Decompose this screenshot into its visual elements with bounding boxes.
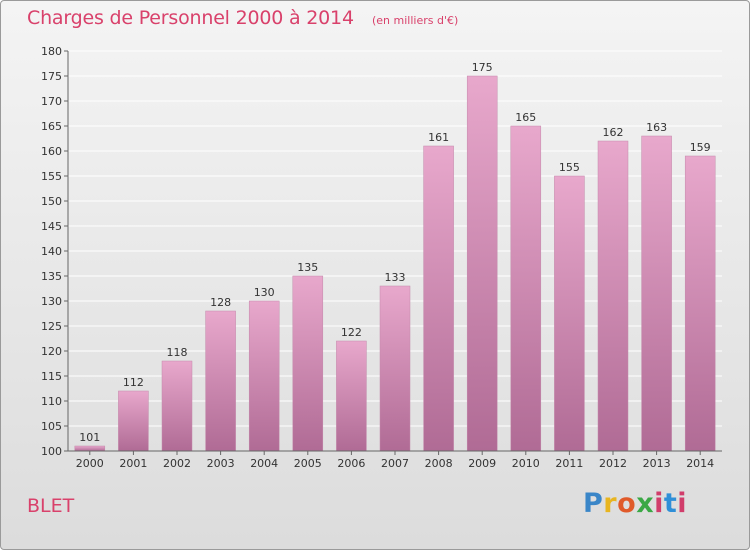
logo-letter: r — [603, 488, 618, 519]
proxiti-logo: Proxiti — [583, 488, 687, 519]
data-label: 175 — [472, 61, 493, 74]
chart-title: Charges de Personnel 2000 à 2014 — [27, 7, 354, 29]
bar — [248, 300, 280, 452]
data-label: 159 — [690, 141, 711, 154]
y-tick-label: 105 — [41, 420, 62, 433]
y-tick-label: 130 — [41, 295, 62, 308]
x-tick-label: 2002 — [163, 457, 191, 470]
bar — [597, 140, 629, 452]
x-tick-label: 2007 — [381, 457, 409, 470]
logo-letter: i — [654, 488, 664, 519]
bar — [641, 135, 672, 452]
data-label: 122 — [341, 326, 362, 339]
x-tick-label: 2013 — [643, 457, 671, 470]
bar — [554, 175, 585, 452]
x-tick-label: 2006 — [337, 457, 365, 470]
data-label: 162 — [603, 126, 624, 139]
x-tick-label: 2001 — [119, 457, 147, 470]
x-tick-label: 2000 — [76, 457, 104, 470]
logo-letter: x — [636, 488, 655, 519]
y-tick-label: 125 — [41, 320, 62, 333]
x-tick-label: 2004 — [250, 457, 278, 470]
y-tick-label: 145 — [41, 220, 62, 233]
y-tick-label: 140 — [41, 245, 62, 258]
data-label: 161 — [428, 131, 449, 144]
bar — [466, 75, 498, 452]
bar — [510, 125, 542, 452]
data-label: 163 — [646, 121, 667, 134]
x-tick-label: 2010 — [512, 457, 540, 470]
bar — [379, 285, 411, 452]
y-tick-label: 170 — [41, 95, 62, 108]
logo-letter: o — [617, 488, 637, 519]
data-label: 135 — [297, 261, 318, 274]
x-tick-label: 2014 — [686, 457, 714, 470]
axes: 100 105 110 115 120 125 130 135 140 145 150 155 160 1… — [41, 45, 722, 470]
x-tick-label: 2012 — [599, 457, 627, 470]
data-label: 101 — [79, 431, 100, 444]
x-tick-label: 2005 — [294, 457, 322, 470]
x-tick-label: 2003 — [207, 457, 235, 470]
x-tick-label: 2009 — [468, 457, 496, 470]
y-tick-label: 100 — [41, 445, 62, 458]
bars: 101 112 118 128 130 135 122 133 161 175 165 155 162 1… — [74, 61, 716, 452]
y-tick-label: 180 — [41, 45, 62, 58]
commune-name: BLET — [27, 495, 75, 517]
data-label: 133 — [385, 271, 406, 284]
bar — [205, 310, 236, 452]
y-tick-label: 160 — [41, 145, 62, 158]
data-label: 165 — [515, 111, 536, 124]
logo-letter: t — [663, 488, 678, 519]
bar — [423, 145, 454, 452]
y-tick-label: 165 — [41, 120, 62, 133]
bar — [118, 390, 149, 452]
data-label: 128 — [210, 296, 231, 309]
y-tick-label: 150 — [41, 195, 62, 208]
x-tick-label: 2008 — [425, 457, 453, 470]
x-tick-label: 2011 — [555, 457, 583, 470]
bar — [74, 445, 106, 452]
data-label: 118 — [167, 346, 188, 359]
data-label: 112 — [123, 376, 144, 389]
chart-subtitle: (en milliers d'€) — [372, 14, 459, 27]
logo-letter: i — [677, 488, 688, 519]
y-tick-label: 155 — [41, 170, 62, 183]
bar — [336, 340, 367, 452]
bar — [292, 275, 324, 452]
y-tick-label: 110 — [41, 395, 62, 408]
bar — [161, 360, 193, 452]
data-label: 130 — [254, 286, 275, 299]
y-tick-label: 135 — [41, 270, 62, 283]
logo-letter: P — [583, 488, 604, 519]
data-label: 155 — [559, 161, 580, 174]
y-tick-label: 120 — [41, 345, 62, 358]
bar — [684, 155, 716, 452]
y-tick-label: 175 — [41, 70, 62, 83]
y-tick-label: 115 — [41, 370, 62, 383]
